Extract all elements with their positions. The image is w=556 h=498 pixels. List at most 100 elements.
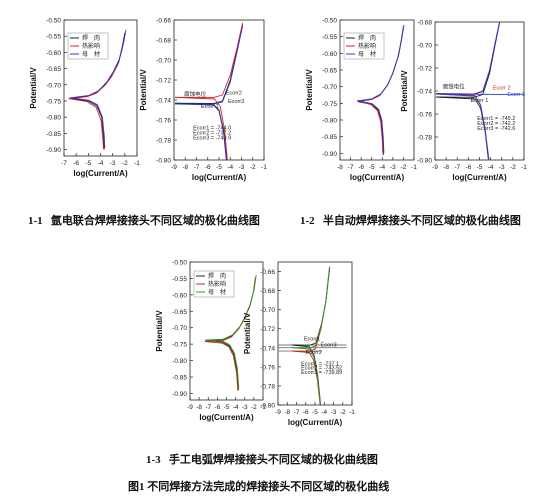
y-tick-label: -0.78	[156, 138, 171, 145]
y-tick-label: -0.65	[172, 309, 187, 316]
y-tick-label: -0.60	[172, 292, 187, 299]
legend-label: 热影响	[208, 280, 226, 288]
y-tick-label: -0.68	[156, 38, 171, 45]
series-line-9	[291, 347, 321, 406]
x-tick-label: -1	[349, 409, 355, 416]
x-tick-label: -2	[251, 404, 257, 411]
x-tick-label: -1	[260, 404, 266, 411]
x-tick-label: -7	[294, 409, 300, 416]
annotation-label: 腐蚀电位	[443, 83, 466, 91]
y-tick-label: -0.68	[260, 288, 275, 295]
y-axis-label: Potential/V	[155, 310, 164, 352]
series-line-3	[205, 275, 257, 389]
annotation-label: Ecorr1 = -737.1	[301, 361, 339, 367]
x-tick-label: -8	[196, 404, 202, 411]
x-tick-label: -6	[214, 404, 220, 411]
x-tick-label: -8	[182, 164, 188, 171]
y-tick-label: -0.70	[322, 84, 337, 91]
panel-caption-text: 氩电联合焊焊接接头不同区域的极化曲线图	[50, 215, 260, 227]
legend-label: 母 材	[82, 50, 100, 58]
x-tick-label: -4	[98, 160, 104, 167]
y-tick-label: -0.50	[322, 18, 337, 25]
panel-caption-1-2: 1-2 半自动焊焊接接头不同区域的极化曲线图	[300, 212, 521, 228]
x-tick-label: -1	[411, 164, 417, 171]
y-tick-label: -0.72	[417, 66, 432, 73]
y-axis-label: Potential/V	[400, 70, 409, 112]
x-tick-label: -2	[250, 164, 256, 171]
y-tick-label: -0.65	[46, 66, 61, 73]
y-tick-label: -0.76	[156, 118, 171, 125]
y-tick-label: -0.70	[172, 325, 187, 332]
panel-caption-1-3: 1-3 手工电弧焊焊接接头不同区域的极化曲线图	[146, 451, 378, 467]
y-tick-label: -0.78	[260, 383, 275, 390]
panel-caption-text: 半自动焊焊接接头不同区域的极化曲线图	[322, 215, 521, 227]
series-line-3	[358, 24, 405, 154]
y-axis-label: Potential/V	[243, 312, 252, 354]
legend-box	[193, 270, 235, 298]
y-tick-label: -0.66	[156, 18, 171, 25]
x-tick-label: -6	[303, 409, 309, 416]
x-tick-label: -4	[488, 164, 494, 171]
legend-label: 母 材	[208, 288, 226, 296]
x-axis-label: log(Current/A)	[452, 173, 507, 182]
y-tick-label: -0.75	[322, 101, 337, 108]
legend-label: 热影响	[358, 42, 376, 50]
x-tick-label: -8	[284, 409, 290, 416]
x-tick-label: -5	[216, 164, 222, 171]
x-tick-label: -6	[465, 164, 471, 171]
annotation-label: Ecorr2	[226, 91, 242, 97]
chart-1-1-right: -0.66 -0.68 -0.70 -0.72 -0.74 -0.76 -0.78 -0.80…	[139, 18, 267, 183]
y-tick-label: -0.66	[260, 269, 275, 276]
legend-label: 焊 肉	[358, 34, 376, 42]
annotation-label: Ecorr3 = -739.89	[301, 370, 342, 376]
y-tick-label: -0.55	[322, 34, 337, 41]
annotation-label: 腐蚀电位	[184, 90, 207, 98]
annotation-label: Ecorr2	[306, 350, 322, 356]
chart-1-1-left: -0.50 -0.55 -0.60 -0.65 -0.70 -0.75 -0.80 -0.85…	[29, 18, 140, 179]
series-line-8	[291, 266, 331, 349]
annotation-label: Ecorr1	[304, 337, 320, 343]
y-tick-label: -0.80	[172, 358, 187, 365]
legend-label: 热影响	[82, 42, 100, 50]
x-tick-label: -9	[432, 164, 438, 171]
y-tick-label: -0.72	[260, 326, 275, 333]
panel-caption-num: 1-3	[146, 454, 161, 466]
y-axis-label: Potential/V	[29, 67, 38, 109]
y-tick-label: -0.65	[322, 68, 337, 75]
y-tick-label: -0.78	[417, 135, 432, 142]
x-tick-label: -1	[521, 164, 527, 171]
plot-frame	[339, 19, 415, 161]
panel-caption-num: 1-1	[28, 215, 43, 227]
y-tick-label: -0.80	[156, 158, 171, 165]
x-tick-label: -5	[369, 164, 375, 171]
x-tick-label: -3	[331, 409, 337, 416]
x-tick-label: -2	[401, 164, 407, 171]
x-tick-label: -7	[454, 164, 460, 171]
x-tick-label: -4	[321, 409, 327, 416]
annotation-label: Ecorr3	[228, 99, 244, 105]
y-tick-label: -0.50	[46, 18, 61, 25]
legend-label: 母 材	[358, 50, 376, 58]
y-tick-label: -0.50	[172, 260, 187, 267]
y-tick-label: -0.60	[46, 50, 61, 57]
x-tick-label: -3	[110, 160, 116, 167]
series-line-4	[291, 266, 331, 346]
x-axis-label: log(Current/A)	[350, 173, 405, 182]
x-tick-label: -5	[85, 160, 91, 167]
y-tick-label: -0.70	[417, 43, 432, 50]
y-tick-label: -0.80	[46, 115, 61, 122]
x-tick-label: -3	[499, 164, 505, 171]
x-tick-label: -3	[390, 164, 396, 171]
annotation-label: Ecorr3 = -742.6	[477, 126, 515, 132]
x-axis-label: log(Current/A)	[288, 418, 343, 427]
y-tick-label: -0.85	[172, 375, 187, 382]
x-tick-label: -6	[73, 160, 79, 167]
chart-1-3-left: -0.50 -0.55 -0.60 -0.65 -0.70 -0.75 -0.80 -0.85…	[155, 260, 266, 423]
series-line-6	[175, 103, 227, 161]
x-tick-label: -5	[477, 164, 483, 171]
series-line-3	[175, 22, 244, 99]
y-tick-label: -0.55	[46, 34, 61, 41]
x-axis-label: log(Current/A)	[73, 169, 128, 178]
y-tick-label: -0.85	[322, 134, 337, 141]
x-tick-label: -2	[122, 160, 128, 167]
